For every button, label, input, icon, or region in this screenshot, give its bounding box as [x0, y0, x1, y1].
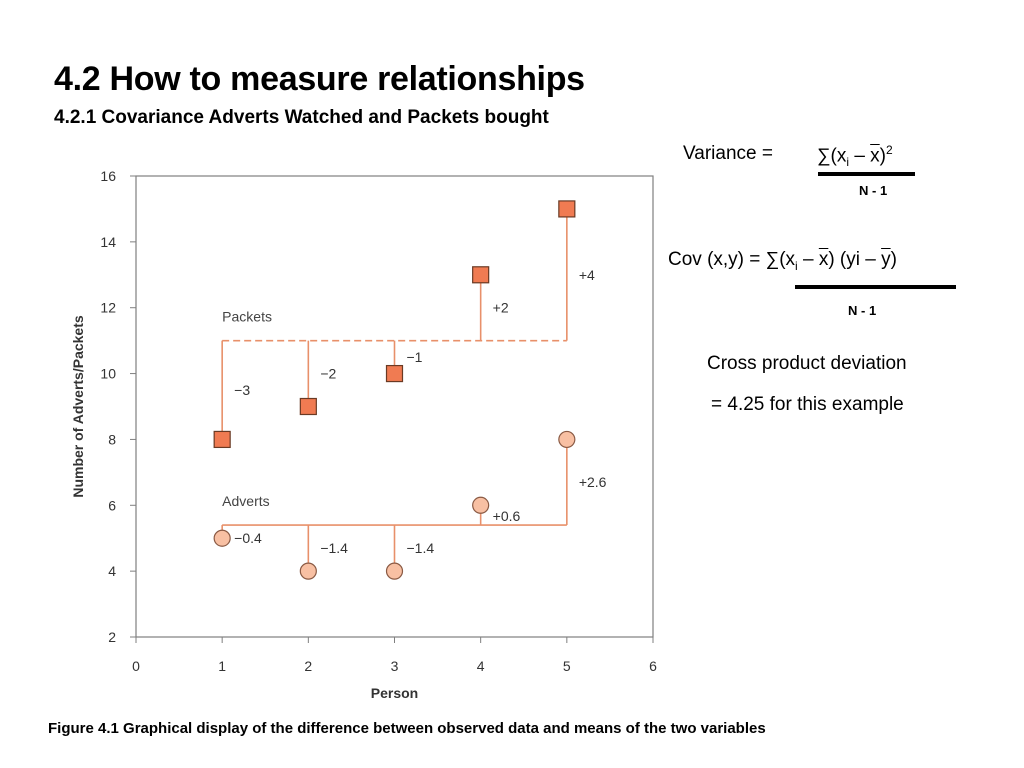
y-tick-label: 4: [108, 563, 116, 579]
adverts-deviation-label: −0.4: [234, 530, 262, 546]
variance-numerator: ∑(xi – x)2: [817, 143, 893, 169]
adverts-point: [558, 430, 576, 449]
y-tick-label: 10: [100, 366, 116, 382]
variance-formula: Variance =: [683, 143, 773, 165]
adverts-point: [213, 529, 231, 547]
variance-dash: –: [849, 145, 871, 167]
adverts-series-label: Adverts: [222, 493, 269, 509]
cov-dash: –: [797, 249, 819, 270]
y-tick-label: 16: [100, 168, 116, 184]
variance-sum: ∑(x: [817, 145, 847, 167]
y-tick-label: 6: [108, 497, 116, 513]
x-tick-label: 3: [391, 658, 399, 674]
variance-subscript: i: [846, 155, 850, 170]
x-tick-label: 6: [649, 658, 657, 674]
packets-deviation-label: +4: [579, 267, 595, 283]
y-axis-title: Number of Adverts/Packets: [70, 315, 86, 498]
covariance-denominator: N - 1: [848, 303, 877, 318]
x-tick-label: 4: [477, 658, 485, 674]
packets-point: [213, 430, 231, 449]
x-axis-title: Person: [371, 685, 418, 701]
cross-product-note-line2: = 4.25 for this example: [711, 394, 904, 415]
figure-caption: Figure 4.1 Graphical display of the diff…: [48, 720, 766, 737]
cov-mean-x: x: [818, 249, 829, 270]
cov-subscript: i: [795, 258, 798, 273]
labels-layer: Packets −3 −2 −1 +2 +4 Adverts −0.4 −1.4 −1.4 +0.6…: [222, 267, 607, 556]
adverts-point: [472, 496, 490, 514]
covariance-fraction-bar: [795, 285, 956, 289]
cov-mid: ) (yi –: [828, 249, 882, 270]
packets-deviation-label: −2: [320, 366, 336, 382]
x-tick-label: 0: [132, 658, 140, 674]
x-tick-label: 5: [563, 658, 571, 674]
marks-layer: [213, 200, 576, 580]
x-tick-label: 2: [304, 658, 312, 674]
adverts-deviation-label: +0.6: [493, 508, 521, 524]
variance-close: ): [879, 145, 886, 167]
adverts-deviation-label: −1.4: [320, 540, 348, 556]
guides-layer: [221, 208, 568, 572]
x-tick-label: 1: [218, 658, 226, 674]
packets-point: [558, 200, 576, 218]
cov-sum: ∑(x: [765, 249, 796, 270]
cov-mean-y: y: [881, 249, 891, 270]
slide-subtitle: 4.2.1 Covariance Adverts Watched and Pac…: [54, 107, 549, 128]
variance-superscript: 2: [886, 143, 893, 157]
y-tick-label: 12: [100, 300, 116, 316]
y-tick-label: 8: [108, 431, 116, 447]
covariance-formula: Cov (x,y) = ∑(xi – x) (yi – y): [668, 249, 897, 273]
packets-deviation-label: +2: [493, 300, 509, 316]
cov-label: Cov (x,y) =: [668, 249, 766, 270]
adverts-deviation-label: +2.6: [579, 474, 607, 490]
packets-deviation-label: −1: [407, 349, 423, 365]
adverts-deviation-label: −1.4: [407, 540, 435, 556]
slide-title: 4.2 How to measure relationships: [54, 60, 585, 98]
variance-fraction-bar: [818, 172, 915, 176]
packets-series-label: Packets: [222, 309, 272, 325]
y-tick-label: 14: [100, 234, 116, 250]
variance-label: Variance =: [683, 143, 773, 164]
y-tick-label: 2: [108, 629, 116, 645]
packets-deviation-label: −3: [234, 382, 250, 398]
adverts-point: [299, 562, 317, 580]
packets-point: [385, 364, 404, 383]
cov-close: ): [890, 249, 897, 270]
packets-point: [472, 266, 490, 284]
variance-denominator: N - 1: [859, 183, 888, 198]
cross-product-note-line1: Cross product deviation: [707, 353, 907, 374]
variance-mean: x: [870, 145, 880, 167]
packets-point: [299, 397, 317, 416]
adverts-point: [385, 562, 404, 580]
